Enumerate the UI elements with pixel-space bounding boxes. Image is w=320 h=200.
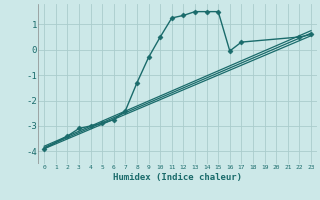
X-axis label: Humidex (Indice chaleur): Humidex (Indice chaleur) [113,173,242,182]
